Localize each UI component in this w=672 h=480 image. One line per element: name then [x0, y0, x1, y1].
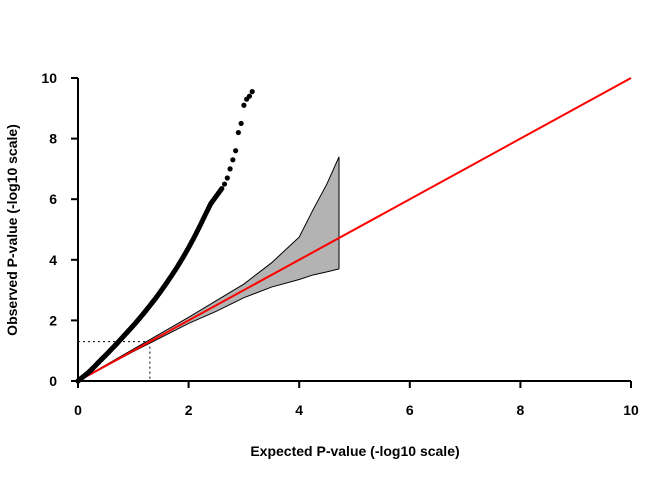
- y-tick-label: 0: [49, 373, 57, 389]
- observed-point: [241, 102, 247, 108]
- reference-lines-layer: [78, 341, 151, 381]
- observed-point: [233, 148, 239, 154]
- y-axis-title: Observed P-value (-log10 scale): [4, 124, 20, 336]
- x-tick-label: 6: [406, 402, 414, 418]
- confidence-band: [78, 156, 340, 381]
- y-tick-label: 4: [49, 252, 57, 268]
- x-tick-label: 4: [295, 402, 303, 418]
- confidence-band-layer: [77, 156, 340, 382]
- y-tick-label: 2: [49, 312, 57, 328]
- x-axis-title: Expected P-value (-log10 scale): [250, 443, 459, 459]
- band-lower-edge: [77, 268, 340, 382]
- observed-points-layer: [75, 89, 255, 384]
- x-tick-label: 2: [185, 402, 193, 418]
- y-tick-label: 6: [49, 191, 57, 207]
- observed-point: [221, 181, 228, 187]
- y-tick-label: 8: [49, 131, 57, 147]
- observed-point: [227, 166, 233, 172]
- x-tick-label: 8: [517, 402, 525, 418]
- observed-point: [219, 185, 225, 192]
- observed-point: [224, 175, 230, 181]
- x-tick-label: 10: [623, 402, 639, 418]
- y-tick-label: 10: [41, 70, 57, 86]
- axes-layer: 0 2 4 6 8 10 0 2 4 6 8 10: [41, 70, 639, 418]
- expected-line-layer: [77, 77, 632, 382]
- observed-point: [235, 129, 241, 136]
- x-tick-label: 0: [74, 402, 82, 418]
- observed-point: [230, 157, 236, 163]
- observed-point: [246, 93, 253, 99]
- band-upper-edge: [77, 156, 340, 382]
- observed-point: [249, 89, 255, 95]
- observed-point: [238, 120, 244, 127]
- expected-diagonal-line: [77, 77, 632, 382]
